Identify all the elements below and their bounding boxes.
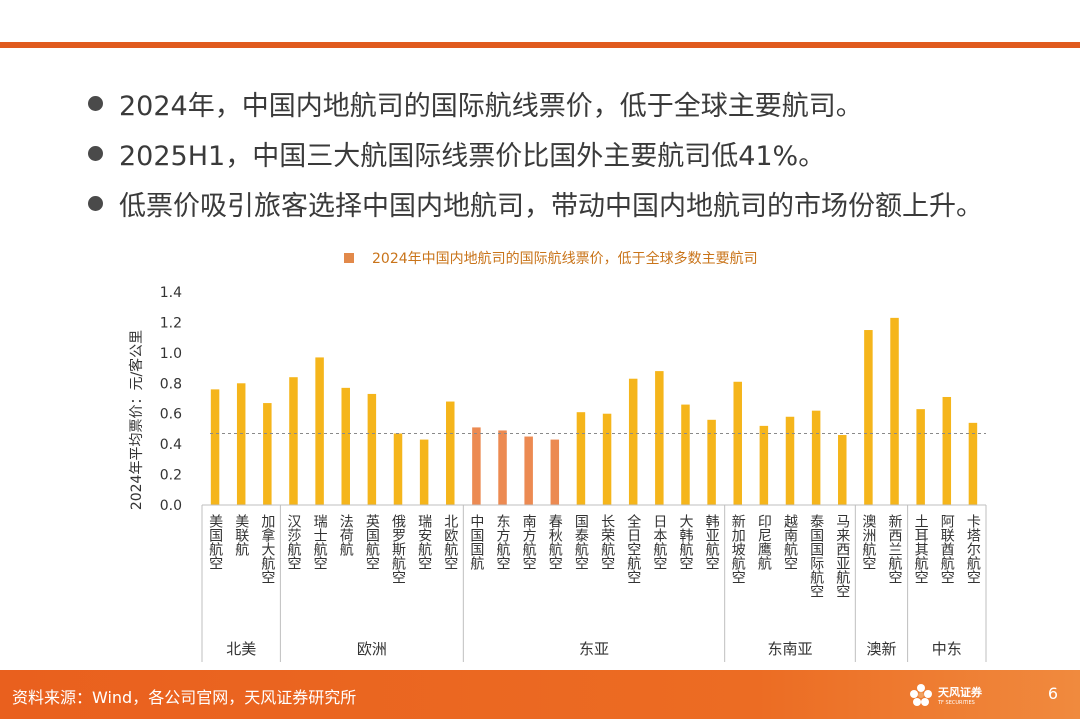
bullet-text: 低票价吸引旅客选择中国内地航司，带动中国内地航司的市场份额上升。 <box>119 190 983 222</box>
x-tick-label: 中国国航 <box>468 514 484 571</box>
bullet-text: 2025H1，中国三大航国际线票价比国外主要航司低41%。 <box>119 140 826 172</box>
x-tick-label: 新西兰航空 <box>887 514 903 584</box>
y-tick-label: 0.4 <box>160 437 182 453</box>
bullet-list: 2024年，中国内地航司的国际航线票价，低于全球主要航司。 2025H1，中国三… <box>88 78 1068 228</box>
y-tick-label: 0.0 <box>160 498 182 514</box>
group-label: 北美 <box>226 640 256 658</box>
top-accent-bar <box>0 42 1080 48</box>
x-tick-label: 英国航空 <box>364 513 380 570</box>
y-tick-label: 0.8 <box>160 376 182 392</box>
bullet-dot-icon <box>88 195 103 211</box>
bar <box>968 422 978 505</box>
x-tick-label: 阿联酋航空 <box>939 514 955 584</box>
bar-chart: 0.0 0.2 0.4 0.6 0.8 1.0 1.2 1.4 美国航空 美联航 加拿大航空 汉莎航空… <box>160 285 987 662</box>
x-tick-label: 大韩航空 <box>677 514 693 570</box>
group-label: 欧洲 <box>357 640 387 658</box>
bar <box>393 433 403 505</box>
x-tick-label: 瑞士航空 <box>312 514 328 570</box>
x-tick-label: 南方航空 <box>521 514 537 570</box>
y-tick-label: 1.2 <box>160 315 182 331</box>
x-tick-label: 韩亚航空 <box>704 514 720 570</box>
y-tick-label: 0.6 <box>160 407 182 423</box>
x-tick-label: 汉莎航空 <box>285 514 301 570</box>
x-tick-label: 国泰航空 <box>573 514 589 570</box>
x-tick-label: 俄罗斯航空 <box>390 514 406 584</box>
logo-english: TF SECURITIES <box>938 700 975 706</box>
bullet-dot-icon <box>88 145 103 161</box>
x-tick-label: 印尼鹰航 <box>756 514 772 571</box>
bullet-dot-icon <box>88 95 103 111</box>
x-tick-label: 长荣航空 <box>599 514 615 570</box>
x-tick-label: 泰国国际航空 <box>808 514 824 598</box>
bar <box>236 383 246 505</box>
x-tick-label: 澳洲航空 <box>860 514 876 570</box>
bar <box>759 425 769 505</box>
x-tick-label: 加拿大航空 <box>259 514 275 584</box>
group-label: 中东 <box>932 640 962 658</box>
group-label: 东南亚 <box>767 640 812 658</box>
bar <box>576 412 586 505</box>
x-tick-label: 土耳其航空 <box>913 514 929 584</box>
bullet-item: 2024年，中国内地航司的国际航线票价，低于全球主要航司。 <box>88 78 1068 128</box>
bar <box>681 404 690 505</box>
y-tick-label: 1.4 <box>160 285 182 301</box>
bar <box>472 427 481 505</box>
footer-bar: 资料来源：Wind，各公司官网，天风证券研究所 天风证券 TF SECURITI… <box>0 670 1080 719</box>
bar <box>628 378 638 505</box>
x-tick-label: 卡塔尔航空 <box>965 514 981 584</box>
bullet-item: 2025H1，中国三大航国际线票价比国外主要航司低41%。 <box>88 128 1068 178</box>
company-logo: 天风证券 TF SECURITIES <box>908 678 992 712</box>
x-tick-label: 美国航空 <box>207 514 223 570</box>
x-tick-label: 东方航空 <box>495 514 511 570</box>
bullet-text: 2024年，中国内地航司的国际航线票价，低于全球主要航司。 <box>119 90 863 122</box>
y-tick-label: 0.2 <box>160 468 182 484</box>
x-tick-label: 全日空航空 <box>625 513 641 584</box>
bullet-item: 低票价吸引旅客选择中国内地航司，带动中国内地航司的市场份额上升。 <box>88 178 1068 228</box>
bar <box>602 413 612 505</box>
group-label: 东亚 <box>579 640 609 658</box>
bar <box>315 357 324 505</box>
bar <box>733 381 742 505</box>
bar <box>289 377 298 505</box>
bar <box>367 393 377 505</box>
x-tick-label: 北欧航空 <box>442 514 458 570</box>
logo-flower-icon <box>910 684 932 706</box>
logo-name: 天风证券 <box>938 686 982 699</box>
x-tick-label: 越南航空 <box>782 514 798 570</box>
page-number: 6 <box>1047 684 1059 703</box>
bar <box>864 330 873 505</box>
bar <box>838 435 847 505</box>
bar <box>498 430 507 505</box>
x-tick-label: 日本航空 <box>651 514 667 570</box>
x-tick-label: 法荷航 <box>338 514 354 557</box>
bar <box>210 389 220 505</box>
legend-label: 2024年中国内地航司的国际航线票价，低于全球多数主要航司 <box>372 251 758 267</box>
source-note: 资料来源：Wind，各公司官网，天风证券研究所 <box>12 688 357 707</box>
x-tick-label: 瑞安航空 <box>416 514 432 570</box>
group-label: 澳新 <box>866 640 896 658</box>
legend-swatch-icon <box>344 253 354 263</box>
bar <box>785 416 795 505</box>
bar <box>942 396 952 505</box>
bar <box>341 387 350 505</box>
x-tick-label: 新加坡航空 <box>730 514 746 584</box>
chart-legend: 2024年中国内地航司的国际航线票价，低于全球多数主要航司 <box>344 248 758 268</box>
x-tick-label: 春秋航空 <box>547 514 563 570</box>
bar <box>550 439 560 505</box>
y-tick-label: 1.0 <box>160 346 182 362</box>
x-tick-label: 美联航 <box>233 514 249 557</box>
bar <box>263 403 272 505</box>
bar <box>890 317 899 505</box>
bar <box>707 419 716 505</box>
bar <box>446 401 455 505</box>
bar <box>524 436 533 505</box>
bar <box>419 439 429 505</box>
bar <box>916 409 925 505</box>
bar <box>655 371 664 505</box>
bar <box>811 410 821 505</box>
x-tick-label: 马来西亚航空 <box>834 514 850 598</box>
